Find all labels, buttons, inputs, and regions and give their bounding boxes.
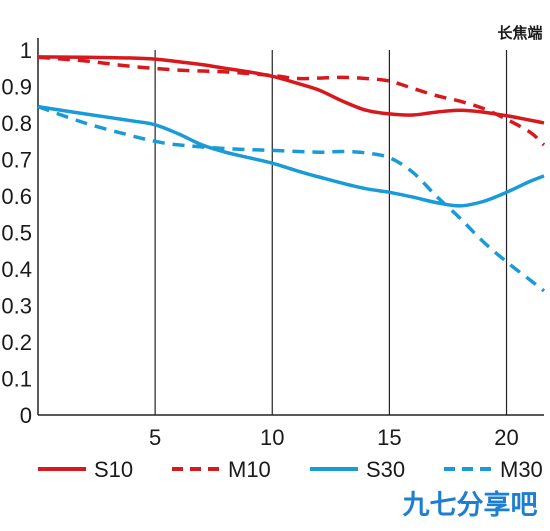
series-line-s30 bbox=[37, 104, 545, 208]
x-tick-labels: 5 10 15 20 bbox=[149, 425, 519, 450]
legend-label-m10: M10 bbox=[228, 457, 271, 482]
series-line-m30 bbox=[37, 104, 546, 293]
series-line-s10 bbox=[37, 55, 545, 125]
y-tick-label: 0.3 bbox=[1, 294, 32, 319]
y-tick-labels: 0 0.1 0.2 0.3 0.4 0.5 0.6 0.7 0.8 0.9 1 bbox=[1, 38, 32, 428]
legend-label-s10: S10 bbox=[94, 457, 133, 482]
y-tick-label: 0.6 bbox=[1, 184, 32, 209]
y-tick-label: 0.1 bbox=[1, 367, 32, 392]
y-tick-label: 0.2 bbox=[1, 330, 32, 355]
grid-layer bbox=[154, 50, 508, 415]
y-tick-label: 0 bbox=[20, 403, 32, 428]
axis-layer bbox=[37, 38, 544, 416]
legend-label-m30: M30 bbox=[500, 457, 543, 482]
series-layer bbox=[37, 55, 546, 293]
y-tick-label: 0.8 bbox=[1, 111, 32, 136]
x-tick-label: 5 bbox=[149, 425, 161, 450]
y-tick-label: 1 bbox=[20, 38, 32, 63]
y-tick-label: 0.4 bbox=[1, 257, 32, 282]
x-tick-label: 20 bbox=[494, 425, 518, 450]
legend-label-s30: S30 bbox=[366, 457, 405, 482]
series-line-m10 bbox=[37, 55, 546, 147]
y-tick-label: 0.9 bbox=[1, 75, 32, 100]
x-tick-label: 15 bbox=[377, 425, 401, 450]
corner-label: 长焦端 bbox=[497, 24, 542, 42]
legend: S10 M10 S30 M30 bbox=[38, 457, 543, 482]
y-tick-label: 0.5 bbox=[1, 221, 32, 246]
x-tick-label: 10 bbox=[260, 425, 284, 450]
y-tick-label: 0.7 bbox=[1, 148, 32, 173]
watermark-logo: 九七分享吧 bbox=[403, 489, 538, 520]
